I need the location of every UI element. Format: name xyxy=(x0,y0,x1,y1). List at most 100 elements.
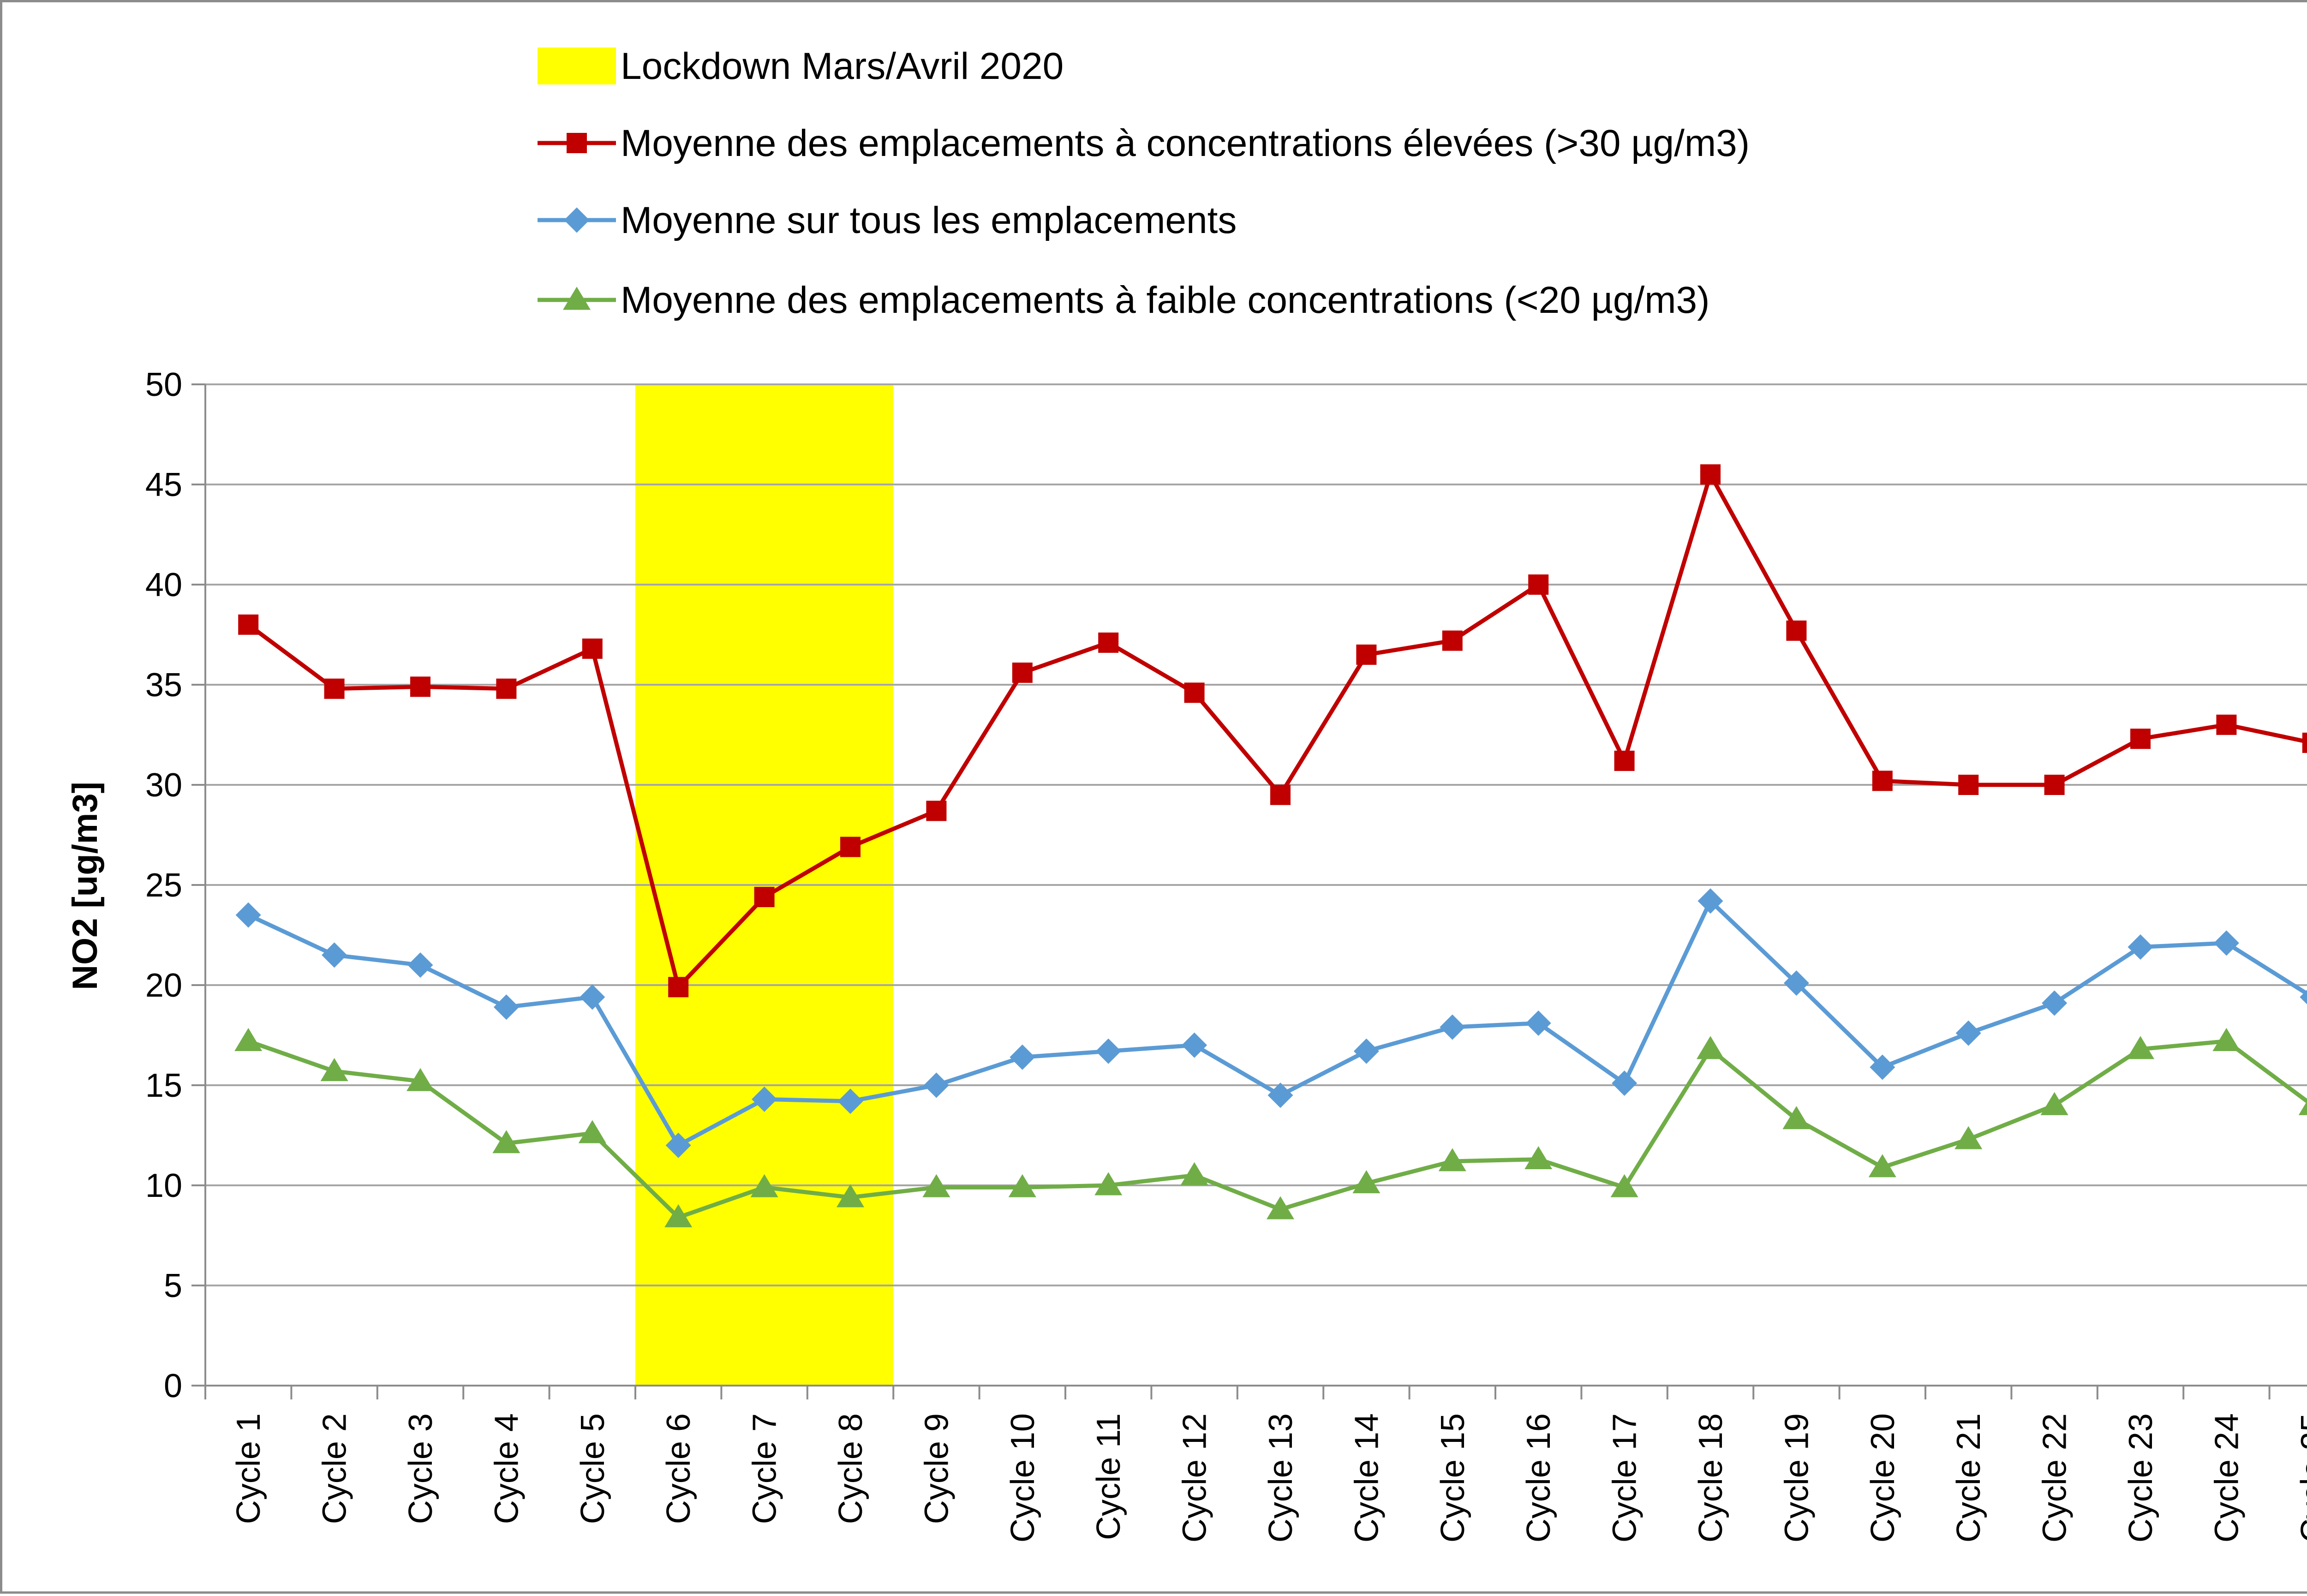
data-point xyxy=(1182,1032,1207,1058)
series-line-high xyxy=(247,472,2307,989)
data-point xyxy=(750,1174,778,1197)
data-point xyxy=(1614,750,1635,771)
x-tick-label: Cycle 1 xyxy=(230,1413,267,1524)
series-all xyxy=(235,888,2307,1158)
data-point xyxy=(1010,1044,1035,1070)
data-point xyxy=(1442,630,1463,651)
y-tick-label-35: 35 xyxy=(145,667,182,704)
data-point xyxy=(1870,1054,1895,1080)
legend-marker-high xyxy=(567,133,587,153)
data-point xyxy=(322,942,347,968)
x-tick-label: Cycle 23 xyxy=(2122,1413,2159,1542)
data-point xyxy=(1438,1148,1466,1172)
data-point xyxy=(407,952,433,978)
data-point xyxy=(1955,1020,1981,1046)
data-point xyxy=(320,1058,348,1082)
y-tick-label-45: 45 xyxy=(145,466,182,503)
legend-label-high: Moyenne des emplacements à concentration… xyxy=(621,122,1750,164)
data-point xyxy=(2216,714,2237,735)
data-point xyxy=(1696,1036,1725,1059)
data-point xyxy=(1783,970,1809,996)
x-tick-label: Cycle 25 xyxy=(2295,1413,2307,1542)
gridlines xyxy=(205,383,2307,1286)
data-point xyxy=(1697,888,1723,914)
data-point xyxy=(578,1120,606,1143)
data-point xyxy=(2300,990,2307,1004)
x-tick-label: Cycle 5 xyxy=(574,1413,611,1524)
y-tick-label-0: 0 xyxy=(164,1368,182,1405)
data-point xyxy=(752,1086,777,1112)
x-tick-label: Cycle 22 xyxy=(2037,1413,2074,1542)
data-point xyxy=(1612,1070,1638,1096)
data-point xyxy=(1786,620,1807,641)
data-point xyxy=(493,994,519,1020)
data-point xyxy=(922,1174,950,1197)
data-point xyxy=(1700,464,1721,485)
data-point xyxy=(582,638,603,659)
data-point xyxy=(238,614,259,635)
series-high xyxy=(238,464,2307,998)
y-tick-label-15: 15 xyxy=(145,1067,182,1104)
data-point xyxy=(1954,1126,1983,1149)
data-point xyxy=(1356,644,1377,665)
data-point xyxy=(1525,1010,1551,1036)
data-point xyxy=(1958,775,1979,795)
x-tick-label: Cycle 11 xyxy=(1090,1413,1127,1540)
legend-label-low: Moyenne des emplacements à faible concen… xyxy=(621,279,1709,321)
data-point xyxy=(1353,1038,1379,1064)
data-point xyxy=(2302,732,2307,753)
y-tick-label-50: 50 xyxy=(145,366,182,403)
data-point xyxy=(1180,1162,1208,1185)
x-tick-label: Cycle 17 xyxy=(1607,1413,1644,1542)
axes: 0 5 10 15 20 25 30 35 40 45 50 Cycle 1 Cycle 2 Cycle … xyxy=(145,366,2307,1542)
data-point xyxy=(1184,682,1205,703)
data-point xyxy=(580,984,605,1010)
data-point xyxy=(406,1068,435,1091)
x-tick-label: Cycle 14 xyxy=(1348,1413,1385,1542)
y-tick-label-30: 30 xyxy=(145,767,182,804)
data-point xyxy=(2040,1092,2068,1115)
data-point xyxy=(2044,775,2065,795)
y-tick-label-40: 40 xyxy=(145,567,182,604)
x-tick-label: Cycle 13 xyxy=(1262,1413,1299,1542)
data-point xyxy=(1352,1170,1381,1194)
data-point xyxy=(1094,1172,1123,1196)
legend-marker-all xyxy=(564,207,590,233)
data-point xyxy=(1270,784,1291,805)
data-point xyxy=(492,1130,520,1154)
data-point xyxy=(840,837,861,857)
x-tick-label: Cycle 24 xyxy=(2208,1413,2245,1542)
x-tick-label: Cycle 7 xyxy=(747,1413,783,1524)
data-point xyxy=(1868,1154,1896,1178)
x-tick-label: Cycle 9 xyxy=(918,1413,955,1524)
data-point xyxy=(2130,729,2151,749)
x-tick-label: Cycle 18 xyxy=(1692,1413,1729,1542)
data-point xyxy=(1524,1146,1553,1170)
data-point xyxy=(1440,1014,1465,1040)
data-point xyxy=(324,678,345,699)
data-point xyxy=(235,902,261,928)
x-tick-label: Cycle 4 xyxy=(488,1413,525,1524)
data-point xyxy=(923,1072,949,1098)
data-point xyxy=(1098,632,1119,653)
data-point xyxy=(2042,990,2068,1016)
data-point xyxy=(1267,1082,1293,1108)
legend-label-lockdown: Lockdown Mars/Avril 2020 xyxy=(621,45,1064,87)
legend-marker-low xyxy=(562,287,591,310)
data-point xyxy=(496,678,517,699)
data-point xyxy=(2212,1028,2241,1051)
x-tick-label: Cycle 3 xyxy=(402,1413,439,1524)
series-low xyxy=(234,1028,2307,1227)
data-point xyxy=(1782,1106,1811,1130)
series-layer xyxy=(234,464,2307,1227)
x-tick-label: Cycle 15 xyxy=(1434,1413,1471,1542)
x-tick-label: Cycle 21 xyxy=(1950,1413,1987,1542)
x-tick-label: Cycle 12 xyxy=(1177,1413,1213,1542)
data-point xyxy=(1095,1038,1121,1064)
data-point xyxy=(837,1088,863,1114)
data-point xyxy=(2213,930,2239,956)
legend-label-all: Moyenne sur tous les emplacements xyxy=(621,199,1237,241)
data-point xyxy=(234,1028,263,1051)
